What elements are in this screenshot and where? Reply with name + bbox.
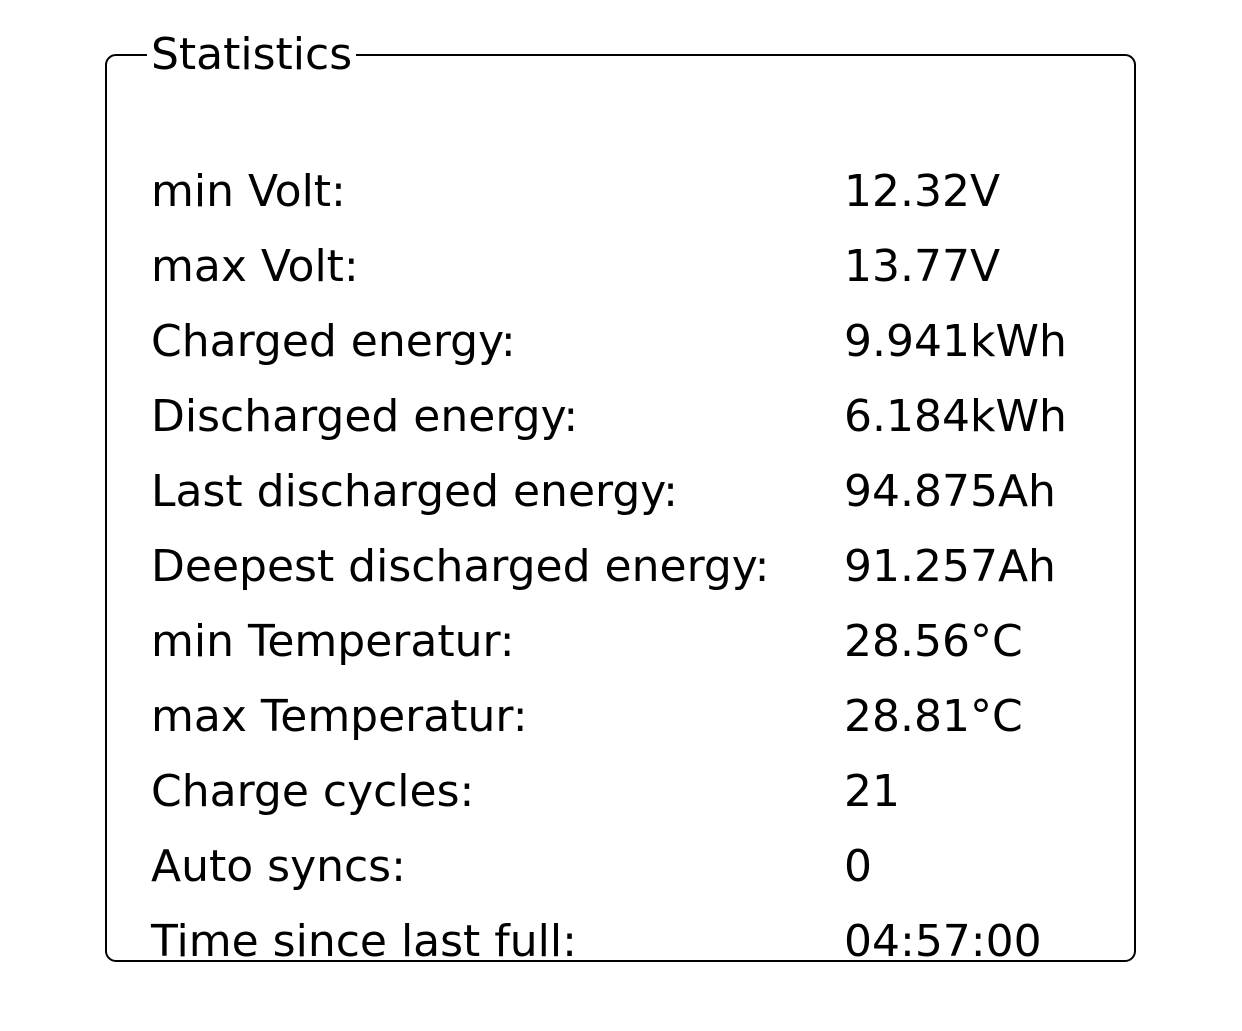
stat-label-discharged-energy: Discharged energy: bbox=[151, 391, 579, 442]
stat-value-deepest-discharged-energy: 91.257Ah bbox=[844, 541, 1056, 592]
stat-row-time-since-last-full: Time since last full: 04:57:00 bbox=[151, 904, 1124, 979]
stat-label-min-temperature: min Temperatur: bbox=[151, 616, 515, 667]
stat-row-deepest-discharged-energy: Deepest discharged energy: 91.257Ah bbox=[151, 529, 1124, 604]
stat-row-min-temperature: min Temperatur: 28.56°C bbox=[151, 604, 1124, 679]
stat-value-auto-syncs: 0 bbox=[844, 841, 872, 892]
stat-row-auto-syncs: Auto syncs: 0 bbox=[151, 829, 1124, 904]
statistics-panel: Statistics min Volt: 12.32V max Volt: 13… bbox=[105, 29, 1136, 967]
stat-row-max-temperature: max Temperatur: 28.81°C bbox=[151, 679, 1124, 754]
stat-value-charged-energy: 9.941kWh bbox=[844, 316, 1067, 367]
stat-row-max-volt: max Volt: 13.77V bbox=[151, 229, 1124, 304]
stat-label-max-temperature: max Temperatur: bbox=[151, 691, 528, 742]
stat-label-auto-syncs: Auto syncs: bbox=[151, 841, 406, 892]
stat-row-charged-energy: Charged energy: 9.941kWh bbox=[151, 304, 1124, 379]
stat-label-deepest-discharged-energy: Deepest discharged energy: bbox=[151, 541, 770, 592]
statistics-title: Statistics bbox=[151, 29, 353, 80]
stat-label-charged-energy: Charged energy: bbox=[151, 316, 516, 367]
stat-row-discharged-energy: Discharged energy: 6.184kWh bbox=[151, 379, 1124, 454]
stat-value-max-volt: 13.77V bbox=[844, 241, 1001, 292]
stat-value-time-since-last-full: 04:57:00 bbox=[844, 916, 1042, 967]
stat-label-max-volt: max Volt: bbox=[151, 241, 359, 292]
stat-label-time-since-last-full: Time since last full: bbox=[151, 916, 577, 967]
stat-value-min-temperature: 28.56°C bbox=[844, 616, 1023, 667]
statistics-table: min Volt: 12.32V max Volt: 13.77V Charge… bbox=[151, 154, 1124, 979]
stat-value-min-volt: 12.32V bbox=[844, 166, 1001, 217]
stat-label-charge-cycles: Charge cycles: bbox=[151, 766, 475, 817]
stat-row-last-discharged-energy: Last discharged energy: 94.875Ah bbox=[151, 454, 1124, 529]
stat-value-charge-cycles: 21 bbox=[844, 766, 900, 817]
stat-value-discharged-energy: 6.184kWh bbox=[844, 391, 1067, 442]
stat-value-max-temperature: 28.81°C bbox=[844, 691, 1023, 742]
stat-label-min-volt: min Volt: bbox=[151, 166, 346, 217]
stat-value-last-discharged-energy: 94.875Ah bbox=[844, 466, 1056, 517]
stat-row-charge-cycles: Charge cycles: 21 bbox=[151, 754, 1124, 829]
stat-row-min-volt: min Volt: 12.32V bbox=[151, 154, 1124, 229]
stat-label-last-discharged-energy: Last discharged energy: bbox=[151, 466, 678, 517]
